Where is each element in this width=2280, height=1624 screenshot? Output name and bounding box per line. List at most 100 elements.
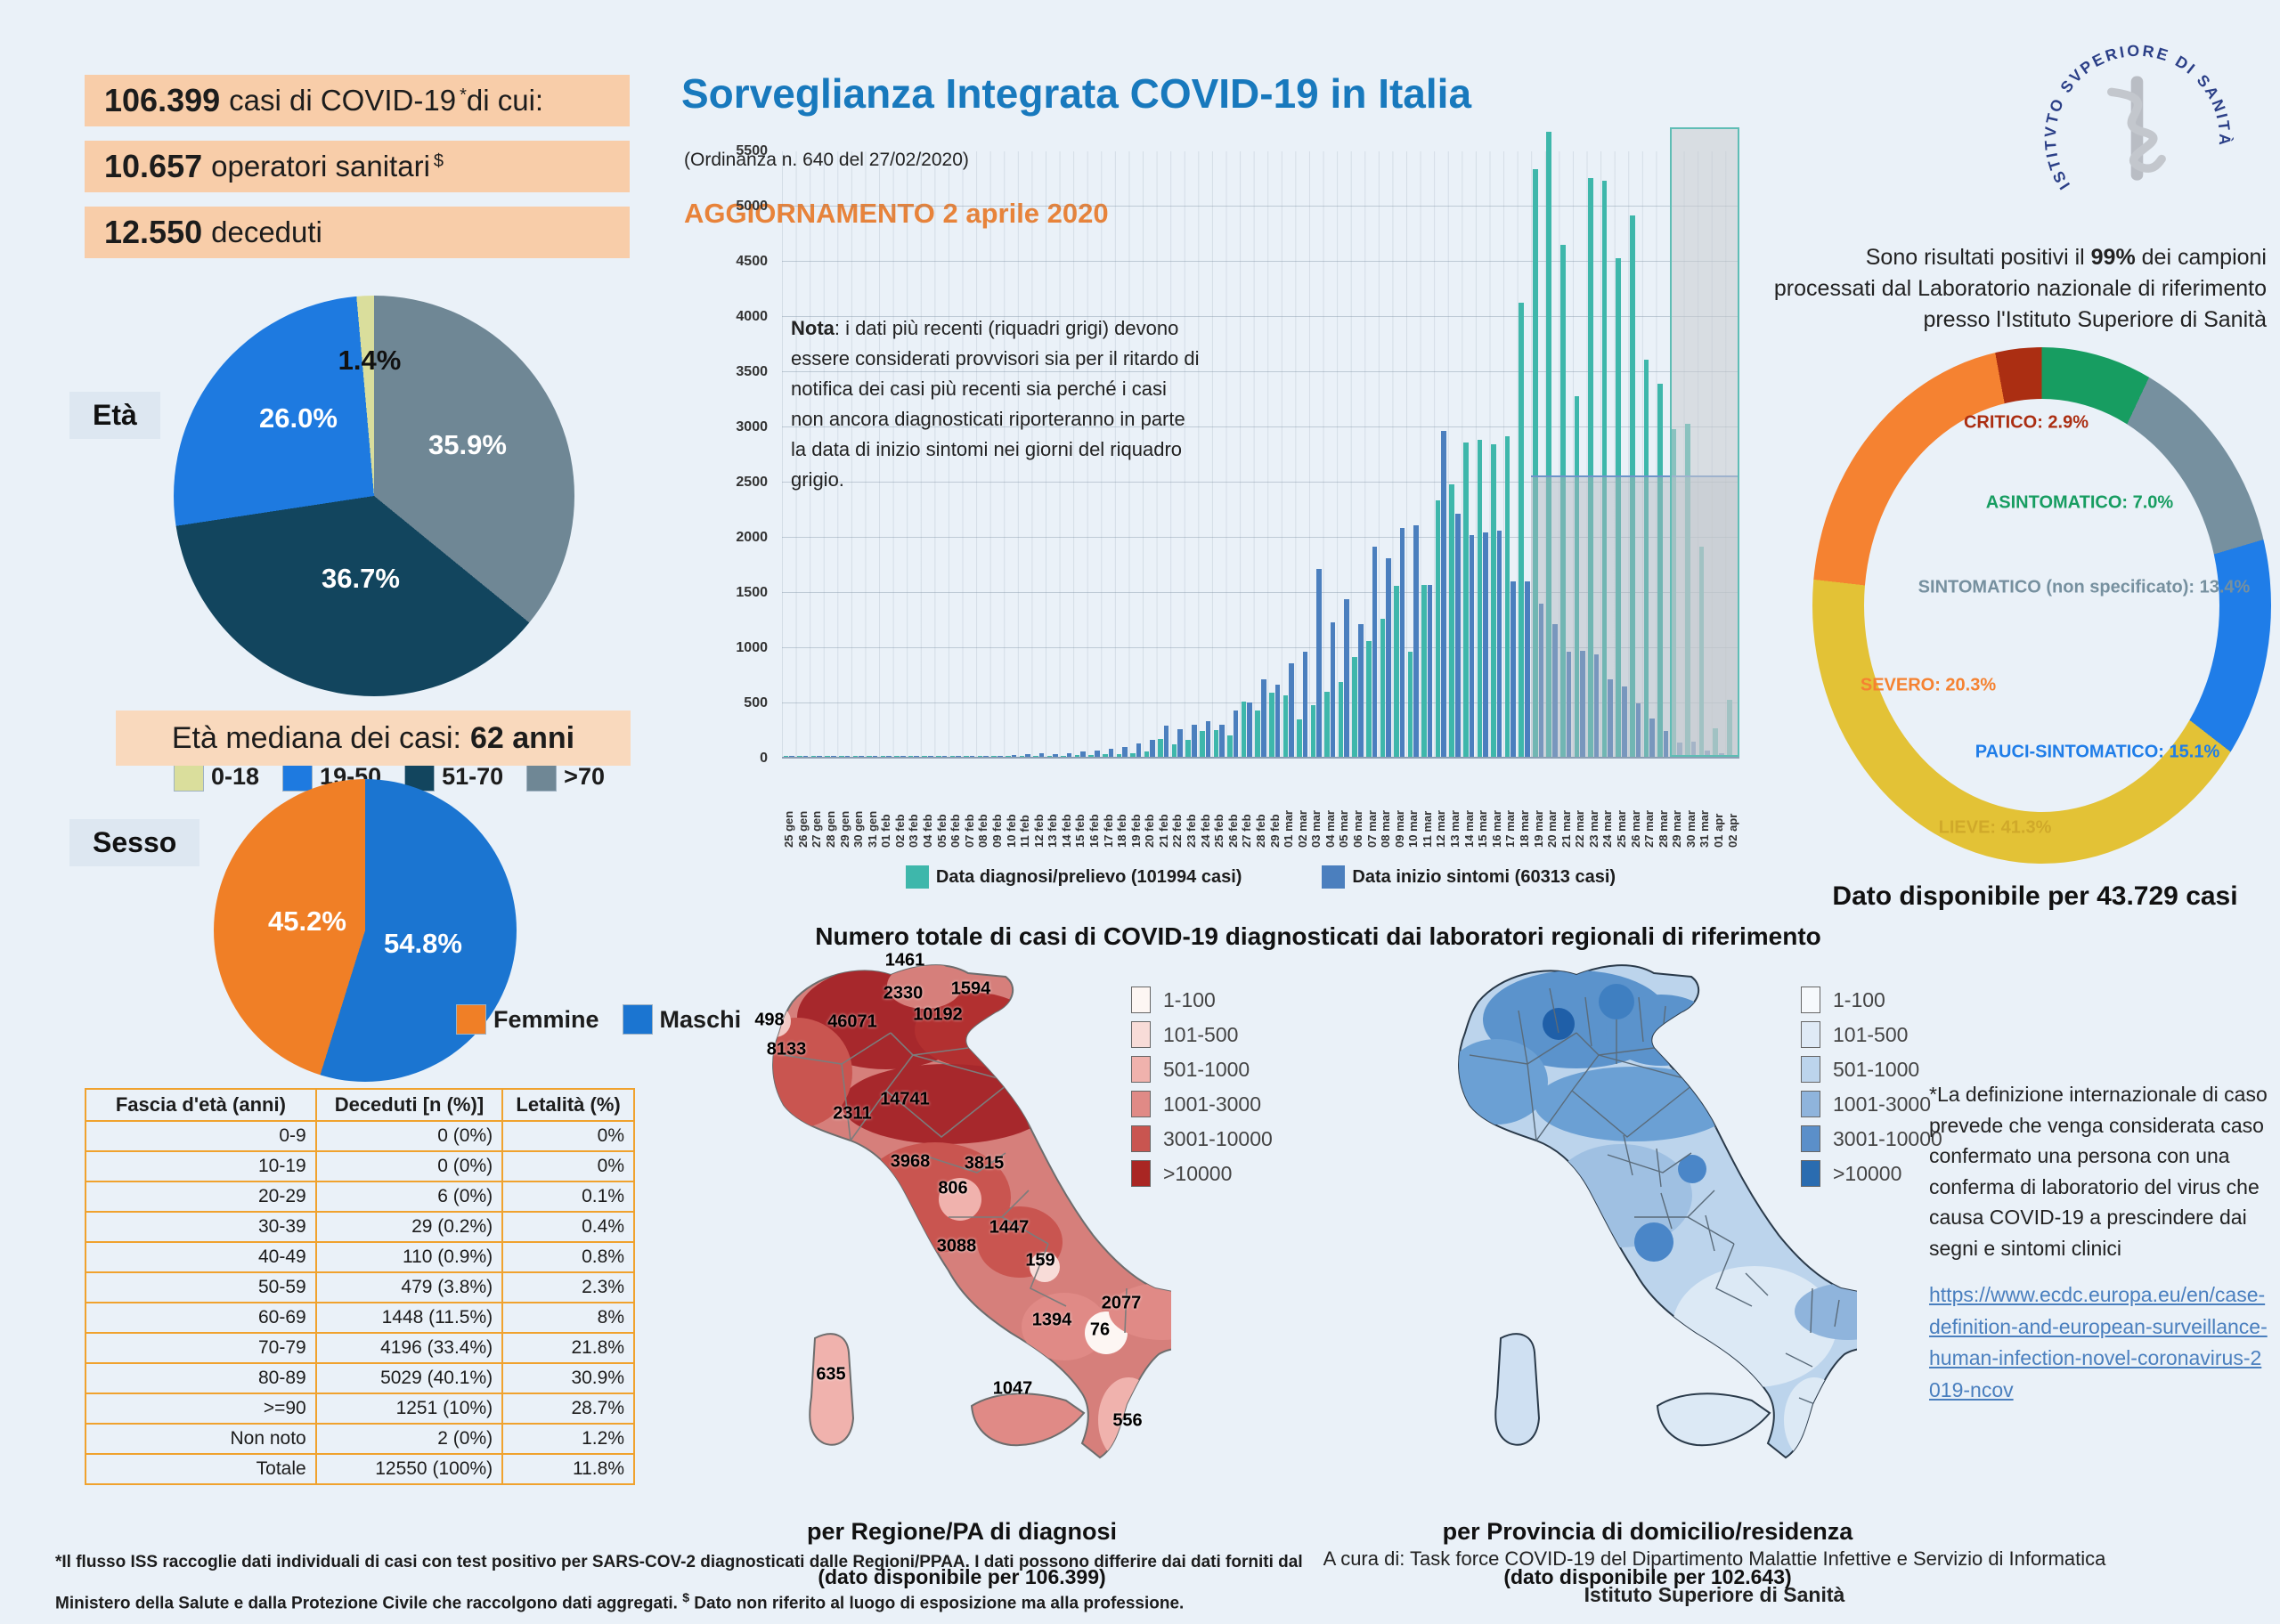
bar-sintomi-10-feb: [1011, 755, 1017, 757]
bar-sintomi-31-gen: [872, 756, 878, 757]
bar-group: [1267, 151, 1282, 757]
donut-label-pauci-sintomatico: PAUCI-SINTOMATICO: 15.1%: [1975, 742, 2220, 762]
bar-group: [1295, 151, 1309, 757]
table-cell: 2 (0%): [314, 1423, 504, 1455]
case-definition-text: *La definizione internazionale di caso p…: [1929, 1083, 2268, 1260]
x-tick-label: 20 mar: [1545, 810, 1559, 848]
bar-diagnosi-04-feb: [922, 756, 928, 757]
bar-group: [1128, 151, 1143, 757]
bar-group: [1545, 132, 1559, 757]
mortality-table: Fascia d'età (anni) Deceduti [n (%)] Let…: [85, 1088, 635, 1485]
credits: A cura di: Task force COVID-19 del Dipar…: [1149, 1547, 2280, 1607]
x-tick-label: 17 mar: [1503, 810, 1518, 848]
bar-sintomi-26-feb: [1233, 710, 1239, 757]
bar-diagnosi-26-feb: [1227, 735, 1233, 757]
map-legend-swatch: [1131, 1021, 1151, 1048]
table-cell: 70-79: [85, 1332, 317, 1364]
bar-diagnosi-18-mar: [1519, 303, 1524, 757]
bar-sintomi-06-mar: [1357, 624, 1364, 757]
legend-label: 0-18: [211, 762, 260, 790]
x-tick-label: 18 mar: [1517, 810, 1531, 848]
x-tick-label: 19 feb: [1128, 814, 1143, 848]
table-row: 0-9 0 (0%) 0%: [85, 1120, 635, 1152]
bar-group: [1309, 151, 1323, 757]
legend-label: Femmine: [493, 1005, 599, 1033]
bar-sintomi-22-mar: [1580, 650, 1585, 757]
bar-sintomi-05-mar: [1344, 598, 1349, 757]
region-value: 2330: [883, 983, 924, 1003]
table-cell: Non noto: [85, 1423, 317, 1455]
x-tick-label: 13 feb: [1046, 814, 1060, 848]
footnote-line1: *Il flusso ISS raccoglie dati individual…: [55, 1553, 1303, 1571]
bar-sintomi-11-mar: [1427, 584, 1433, 757]
bar-diagnosi-23-mar: [1588, 178, 1593, 757]
bar-diagnosi-27-mar: [1643, 359, 1649, 757]
bar-sintomi-08-feb: [983, 756, 989, 757]
bar-sintomi-12-mar: [1441, 431, 1447, 757]
table-row: 60-69 1448 (11.5%) 8%: [85, 1302, 635, 1334]
x-tick-label: 25 feb: [1212, 814, 1226, 848]
bar-diagnosi-03-feb: [908, 756, 914, 757]
bar-diagnosi-17-feb: [1102, 754, 1108, 757]
bar-sintomi-05-feb: [941, 756, 948, 757]
age-slice-19-50-label: 26.0%: [259, 402, 338, 434]
map-legend-swatch: [1131, 987, 1151, 1013]
province-map-subcaption: (dato disponibile per 102.643): [1503, 1565, 1792, 1588]
bar-sintomi-24-feb: [1205, 721, 1211, 757]
region-value: 10192: [913, 1004, 963, 1025]
region-map-caption: per Regione/PA di diagnosi: [806, 1518, 1118, 1545]
bar-sintomi-18-feb: [1122, 746, 1128, 757]
bar-diagnosi-06-feb: [949, 756, 956, 757]
x-tick-label: 30 gen: [851, 810, 866, 848]
region-value: 635: [816, 1364, 846, 1384]
footnote-dollar: $: [682, 1589, 690, 1604]
page-title: Sorveglianza Integrata COVID-19 in Itali…: [681, 70, 1472, 117]
bar-diagnosi-11-mar: [1421, 584, 1427, 757]
bar-diagnosi-30-mar: [1685, 423, 1690, 757]
bar-diagnosi-04-mar: [1324, 691, 1330, 757]
bar-diagnosi-17-mar: [1504, 436, 1510, 757]
bar-group: [1462, 151, 1476, 757]
bar-sintomi-02-feb: [900, 756, 906, 757]
legend-swatch: [905, 865, 929, 889]
x-tick-label: 11 mar: [1420, 810, 1434, 848]
iss-logo: ISTITVTO SVPERIORE DI SANITÀ: [2041, 42, 2233, 193]
x-tick-label: 02 apr: [1725, 813, 1739, 848]
sex-female-label: 45.2%: [268, 905, 346, 937]
bar-diagnosi-13-mar: [1449, 483, 1455, 757]
region-value: 1594: [950, 978, 991, 999]
region-value: 556: [1112, 1410, 1143, 1431]
bar-group: [1254, 151, 1268, 757]
bar-diagnosi-20-mar: [1546, 132, 1552, 757]
y-tick-label: 500: [744, 695, 768, 710]
bar-group: [976, 151, 990, 757]
y-tick-label: 5500: [736, 143, 768, 158]
map-legend-swatch: [1131, 1160, 1151, 1187]
y-tick-label: 5000: [736, 199, 768, 214]
table-cell: 0-9: [85, 1120, 317, 1152]
map-legend-label: 1-100: [1163, 987, 1216, 1011]
bar-group: [810, 151, 824, 757]
bar-sintomi-23-mar: [1593, 654, 1600, 757]
donut-label-lieve: LIEVE: 41.3%: [1938, 817, 2052, 838]
x-tick-label: 08 mar: [1379, 810, 1393, 848]
bar-diagnosi-12-mar: [1435, 500, 1441, 757]
ecdc-link[interactable]: https://www.ecdc.europa.eu/en/case-defin…: [1929, 1283, 2268, 1401]
bar-diagnosi-02-mar: [1297, 719, 1302, 757]
bar-group: [1170, 151, 1185, 757]
bar-diagnosi-29-gen: [839, 756, 844, 757]
x-tick-label: 29 gen: [837, 810, 851, 848]
bar-sintomi-14-feb: [1066, 752, 1072, 757]
epi-chart-legend: Data diagnosi/prelievo (101994 casi) Data…: [782, 865, 1739, 889]
bar-sintomi-27-feb: [1247, 702, 1252, 757]
table-cell: 28.7%: [501, 1393, 635, 1425]
bar-sintomi-02-mar: [1302, 652, 1308, 757]
x-tick-label: 25 mar: [1614, 810, 1628, 848]
legend-swatch: [526, 761, 558, 792]
bar-group: [1018, 151, 1032, 757]
map-legend-item: >10000: [1131, 1160, 1273, 1187]
footnote-line2b: Dato non riferito al luogo di esposizion…: [689, 1593, 1185, 1612]
bar-diagnosi-27-feb: [1241, 702, 1247, 757]
map-legend-label: >10000: [1833, 1161, 1902, 1185]
bar-sintomi-29-gen: [844, 756, 851, 757]
